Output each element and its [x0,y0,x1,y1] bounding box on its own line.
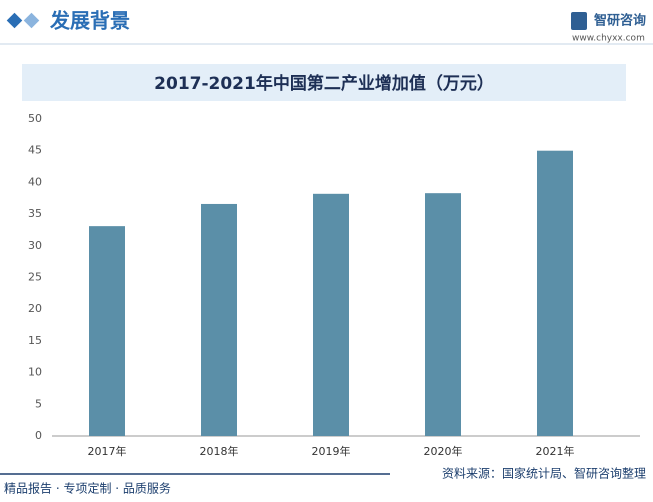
logo-icon [571,12,587,30]
y-tick-label: 10 [28,366,42,379]
x-tick-label: 2019年 [312,444,351,458]
y-tick-label: 0 [35,429,42,442]
bar [313,193,349,436]
y-tick-label: 5 [35,397,42,410]
y-tick-label: 45 [28,144,42,157]
bar [537,150,573,436]
bar [201,203,237,436]
footer-source: 资料来源：国家统计局、智研咨询整理 [442,466,646,481]
bar [425,193,461,436]
y-tick-label: 30 [28,239,42,252]
logo-text: 智研咨询 [594,13,646,29]
x-tick-label: 2021年 [536,444,575,458]
x-tick-label: 2020年 [424,444,463,458]
bar [89,226,125,436]
x-tick-label: 2017年 [88,444,127,458]
header-title: 发展背景 [49,9,130,33]
y-tick-label: 50 [28,112,42,125]
x-tick-label: 2018年 [200,444,239,458]
y-tick-label: 35 [28,207,42,220]
logo-url: www.chyxx.com [572,34,645,44]
y-tick-label: 40 [28,175,42,188]
y-tick-label: 15 [28,334,42,347]
y-tick-label: 20 [28,302,42,315]
footer-left: 精品报告 · 专项定制 · 品质服务 [4,481,171,496]
title-box [22,64,626,101]
y-tick-label: 25 [28,271,42,284]
chart-title: 2017-2021年中国第二产业增加值（万元） [154,73,494,94]
